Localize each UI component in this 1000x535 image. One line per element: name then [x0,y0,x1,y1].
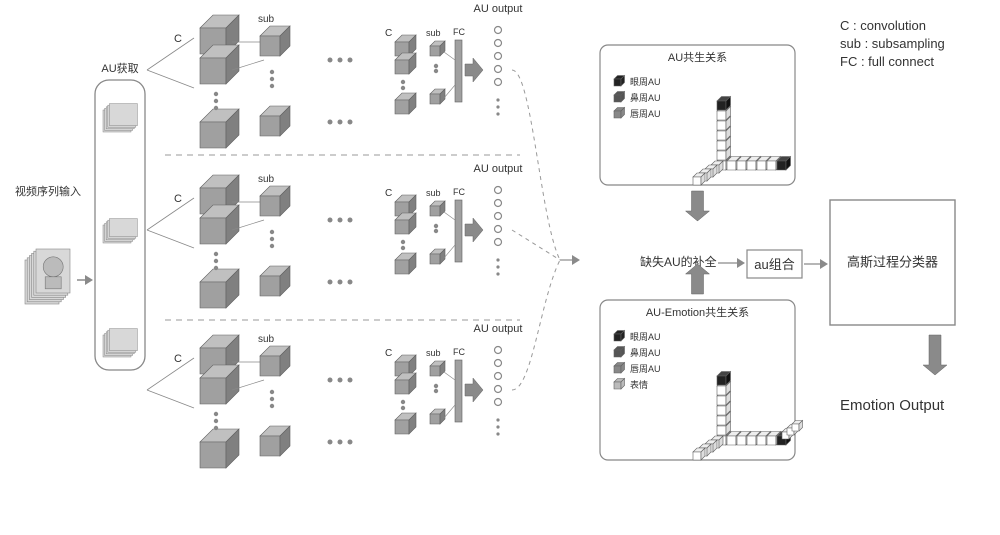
cube [614,76,625,87]
sub2-label: sub [426,188,441,198]
c-label: C [174,353,182,365]
sym-legend: 鼻周AU [630,92,661,103]
fc-label: FC [453,27,465,37]
sym-legend: 唇周AU [630,364,661,374]
c2-label: C [385,348,392,359]
sym-title: AU-Emotion共生关系 [646,305,749,319]
cube [693,448,705,460]
sub-label: sub [258,174,275,185]
sym-legend: 眼周AU [630,77,661,87]
sub-label: sub [258,334,275,345]
sub-label: sub [258,14,275,25]
cube [614,363,625,374]
au-output-label: AU output [474,163,523,175]
cube [614,347,625,358]
fc-bar [455,360,462,422]
fc-label: FC [453,187,465,197]
sub2-label: sub [426,28,441,38]
sym-title: AU共生关系 [668,50,727,64]
au-output-label: AU output [474,3,523,15]
cube [614,108,625,119]
c-label: C [174,193,182,205]
emotion-output: Emotion Output [840,397,945,414]
missing-label: 缺失AU的补全 [640,254,717,269]
input-label: 视频序列输入 [15,184,81,198]
cube [792,421,803,432]
video-input [25,249,70,304]
legend-sub: sub : subsampling [840,36,945,51]
c2-label: C [385,188,392,199]
diagram-root: C : convolution sub : subsampling FC : ful… [0,0,1000,530]
c-label: C [174,33,182,45]
sub2-label: sub [426,348,441,358]
gp-label: 高斯过程分类器 [847,255,938,270]
fc-bar [455,200,462,262]
c2-label: C [385,28,392,39]
cube [693,173,705,185]
sym-legend: 眼周AU [630,332,661,342]
legend-c: C : convolution [840,18,926,33]
sym-legend: 鼻周AU [630,347,661,358]
cube [614,331,625,342]
au-combo-label: au组合 [754,257,794,272]
legend-fc: FC : full connect [840,54,934,69]
fc-label: FC [453,347,465,357]
au-output-label: AU output [474,323,523,335]
sym-legend: 表情 [630,379,648,390]
cube [614,379,625,390]
sym-legend: 唇周AU [630,109,661,119]
cube [614,92,625,103]
fc-bar [455,40,462,102]
au-extract-label: AU获取 [101,62,138,75]
